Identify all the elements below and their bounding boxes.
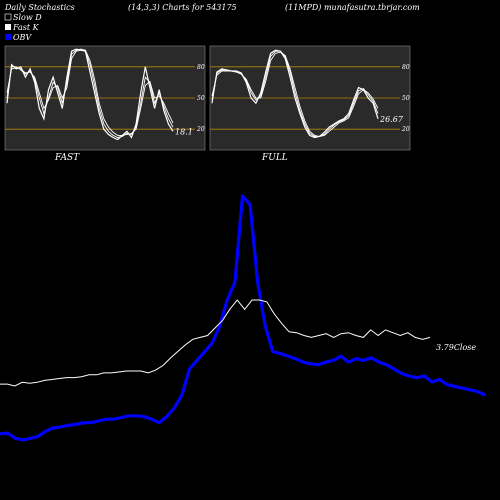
stoch-line-1 [211,49,379,139]
y-tick-label-80: 80 [402,64,410,71]
legend-label-obv: OBV [13,33,32,42]
fast-stochastic-panel: 20 50 80 18.1 [4,45,206,151]
stoch-line-3 [211,51,379,137]
stoch-line-1 [6,48,174,141]
chart-source: (11MPD) munafasutra.tbrjar.com [285,3,420,12]
stoch-line-3 [6,49,174,136]
legend-swatch-slow-d [4,13,12,21]
obv-line [0,194,486,442]
last-value-label: 26.67 [379,115,404,124]
price-obv-area [0,194,486,442]
y-tick-label-50: 50 [402,95,410,102]
last-value-label: 18.1 [175,127,193,136]
y-tick-label-50: 50 [197,95,205,102]
legend-label-slow-d: Slow D [13,13,42,22]
legend-swatch-obv [5,34,11,40]
full-stochastic-panel: 20 50 80 26.67 [209,45,411,151]
full-panel-label: FULL [261,153,288,163]
stoch-line-2 [6,48,174,138]
legend: Slow D Fast K OBV [4,13,42,42]
y-tick-label-20: 20 [196,126,205,133]
fast-panel-label: FAST [54,153,80,163]
close-value-label: 3.79Close [436,343,476,352]
legend-swatch-fast-k [5,24,11,30]
close-line [0,299,431,387]
chart-title: Daily Stochastics [4,3,75,12]
y-tick-label-80: 80 [197,64,205,71]
chart-params: (14,3,3) Charts for 543175 [128,3,237,12]
legend-label-fast-k: Fast K [12,23,40,32]
y-tick-label-20: 20 [401,126,410,133]
